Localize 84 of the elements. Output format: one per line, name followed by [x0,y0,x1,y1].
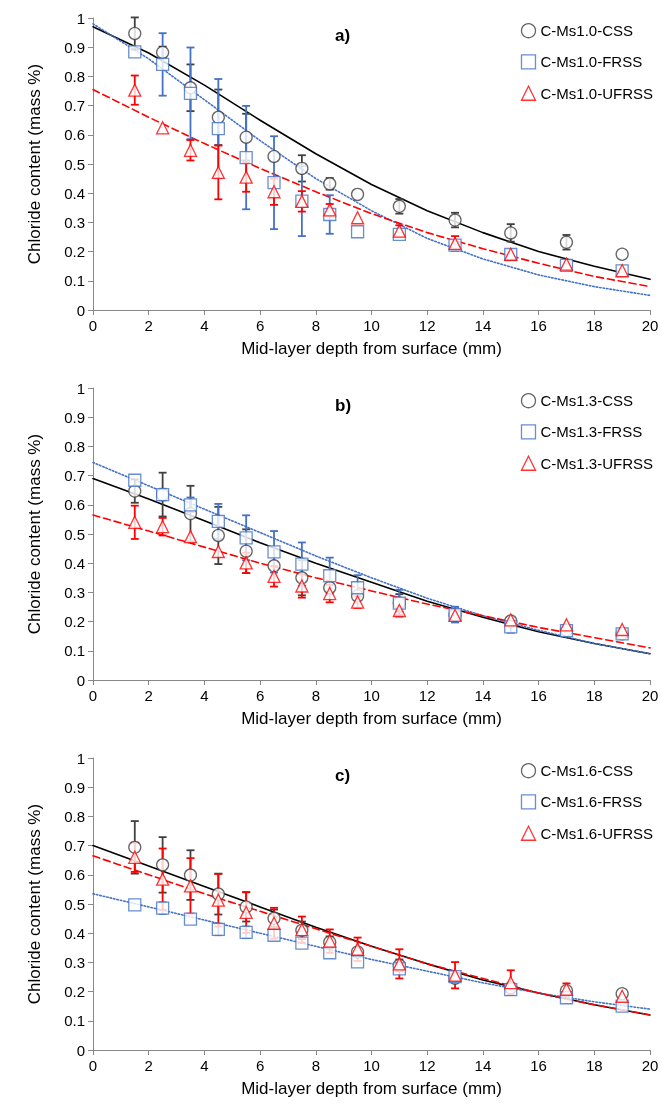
x-tick-label: 6 [255,317,265,334]
y-tick-label: 1 [76,379,85,397]
x-tick-label: 10 [363,1057,380,1074]
y-tick-label: 0.9 [64,778,85,796]
x-tick-label: 20 [641,687,659,704]
y-tick-label: 0.6 [64,126,85,144]
y-tick-label: 0 [76,671,85,689]
x-tick-label: 2 [144,1057,153,1074]
x-tick-label: 12 [418,317,436,334]
y-tick-label: 0.9 [64,408,85,426]
x-tick-label: 2 [144,317,153,334]
y-tick-label: 0.5 [64,525,85,543]
x-tick-label: 0 [88,687,98,704]
x-tick-label: 4 [200,687,209,704]
x-tick-label: 6 [255,687,265,704]
y-tick-label: 0.2 [64,983,85,1001]
y-tick-label: 0.9 [64,38,85,56]
legend-label: C-Ms1.6-UFRSS [540,824,654,842]
x-tick-label: 18 [585,687,603,704]
x-axis-title: Mid-layer depth from surface (mm) [241,339,502,358]
y-tick-label: 0.5 [64,895,85,913]
y-tick-label: 0.8 [64,437,85,455]
x-tick-label: 4 [200,1057,209,1074]
legend-label: C-Ms1.3-FRSS [540,423,643,441]
x-tick-label: 8 [311,687,320,704]
y-tick-label: 0.6 [64,866,85,884]
y-tick-label: 0.2 [64,613,85,631]
y-tick-label: 0.8 [64,67,85,85]
x-tick-label: 14 [474,1057,492,1074]
y-tick-label: 0.5 [64,155,85,173]
x-tick-label: 12 [418,687,436,704]
y-tick-label: 0.3 [64,213,85,231]
y-tick-label: 0.4 [64,554,85,572]
legend-label: C-Ms1.0-UFRSS [540,84,654,102]
y-axis-title: Chloride content (mass %) [25,433,44,635]
y-tick-label: 0.4 [64,184,85,202]
y-tick-label: 0.2 [64,243,85,261]
x-tick-label: 0 [88,317,98,334]
y-tick-label: 0.1 [64,1012,85,1030]
legend-label: C-Ms1.6-CSS [540,762,634,780]
x-tick-label: 2 [144,687,153,704]
x-tick-label: 18 [585,1057,603,1074]
x-tick-label: 14 [474,687,492,704]
x-tick-label: 16 [530,687,547,704]
x-tick-label: 4 [200,317,209,334]
text: a) [335,26,351,45]
x-tick-label: 8 [311,1057,320,1074]
x-tick-label: 8 [311,317,320,334]
x-tick-label: 20 [641,317,659,334]
x-tick-label: 16 [530,317,547,334]
y-tick-label: 0.7 [64,97,85,115]
y-tick-label: 1 [76,9,85,27]
y-tick-label: 0 [76,1041,85,1059]
x-tick-label: 14 [474,317,492,334]
legend-label: C-Ms1.0-CSS [540,22,634,40]
x-tick-label: 6 [255,1057,265,1074]
y-tick-label: 0.8 [64,807,85,825]
y-tick-label: 0.1 [64,272,85,290]
legend-label: C-Ms1.0-FRSS [540,53,643,71]
x-tick-label: 18 [585,317,603,334]
y-tick-label: 0.4 [64,924,85,942]
x-tick-label: 12 [418,1057,436,1074]
y-tick-label: 0.6 [64,496,85,514]
y-axis-title: Chloride content (mass %) [25,63,44,265]
legend-label: C-Ms1.3-CSS [540,392,634,410]
x-tick-label: 16 [530,1057,547,1074]
x-tick-label: 10 [363,317,380,334]
y-tick-label: 0 [76,301,85,319]
y-axis-title: Chloride content (mass %) [25,803,44,1005]
x-axis-title: Mid-layer depth from surface (mm) [241,1079,502,1098]
x-tick-label: 20 [641,1057,659,1074]
y-tick-label: 0.3 [64,953,85,971]
text: b) [335,396,352,415]
y-tick-label: 0.1 [64,642,85,660]
y-tick-label: 0.7 [64,837,85,855]
legend-label: C-Ms1.3-UFRSS [540,454,654,472]
x-axis-title: Mid-layer depth from surface (mm) [241,709,502,728]
x-tick-label: 0 [88,1057,98,1074]
y-tick-label: 0.7 [64,467,85,485]
legend-label: C-Ms1.6-FRSS [540,793,643,811]
y-tick-label: 0.3 [64,583,85,601]
x-tick-label: 10 [363,687,380,704]
y-tick-label: 1 [76,749,85,767]
text: c) [335,766,351,785]
